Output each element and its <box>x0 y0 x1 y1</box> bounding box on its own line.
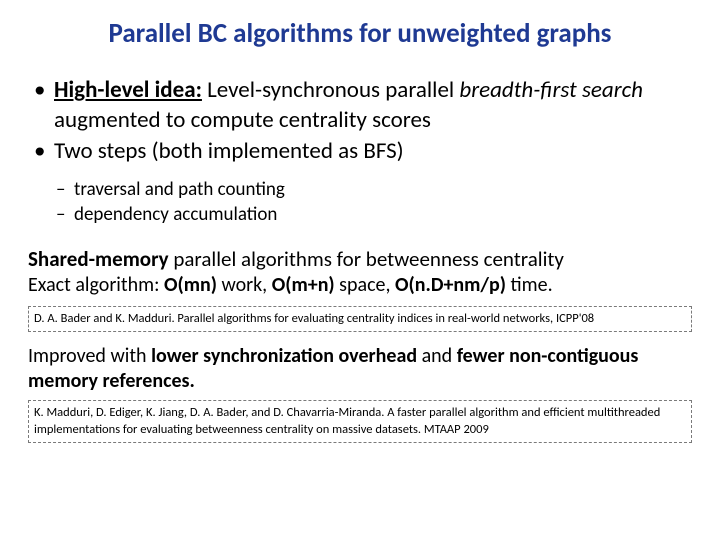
citation-box-1: D. A. Bader and K. Madduri. Parallel alg… <box>28 306 692 332</box>
sub-traversal: traversal and path counting <box>56 177 692 203</box>
shared-memory-line: Shared-memory parallel algorithms for be… <box>28 246 692 272</box>
exact-work: O(mn) <box>164 273 217 297</box>
highlevel-lead: High-level idea: <box>54 76 202 104</box>
highlevel-text1: Level-synchronous parallel <box>202 76 459 104</box>
exact-mid1: work, <box>217 273 272 297</box>
exact-space: O(m+n) <box>272 273 335 297</box>
sub-dependency: dependency accumulation <box>56 202 692 228</box>
exact-mid2: space, <box>335 273 395 297</box>
highlevel-bfs: breadth-first search <box>459 76 643 104</box>
main-bullets: High-level idea: Level-synchronous paral… <box>32 76 692 166</box>
highlevel-text2: augmented to compute centrality scores <box>54 106 431 134</box>
exact-post: time. <box>506 273 553 297</box>
bullet-twosteps: Two steps (both implemented as BFS) <box>32 137 692 166</box>
exact-pre: Exact algorithm: <box>28 273 164 297</box>
slide-title: Parallel BC algorithms for unweighted gr… <box>28 18 692 50</box>
exact-time: O(n.D+nm/p) <box>395 273 506 297</box>
citation-box-2: K. Madduri, D. Ediger, K. Jiang, D. A. B… <box>28 400 692 443</box>
shared-memory-rest: parallel algorithms for betweenness cent… <box>169 246 564 272</box>
bullet-highlevel: High-level idea: Level-synchronous paral… <box>32 76 692 135</box>
improved-pre: Improved with <box>28 344 151 368</box>
sub-bullets: traversal and path counting dependency a… <box>56 177 692 228</box>
improved-line: Improved with lower synchronization over… <box>28 344 692 394</box>
exact-algorithm-line: Exact algorithm: O(mn) work, O(m+n) spac… <box>28 273 692 298</box>
improved-sync: lower synchronization overhead <box>151 344 417 368</box>
improved-mid: and <box>417 344 457 368</box>
shared-memory-bold: Shared-memory <box>28 246 169 272</box>
